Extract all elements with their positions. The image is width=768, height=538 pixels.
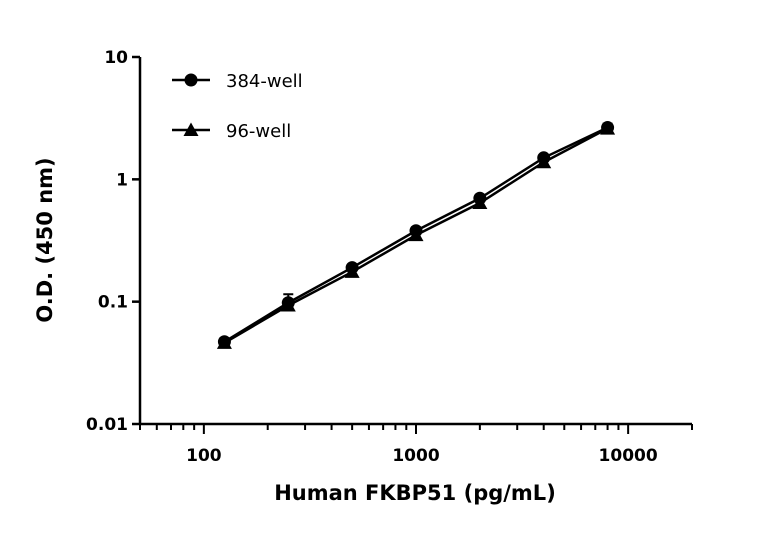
legend-item: 384-well [172,71,303,92]
circle-marker [409,224,423,238]
triangle-marker [183,122,199,136]
circle-marker [537,151,551,165]
legend-label: 384-well [226,71,303,92]
legend-item: 96-well [172,121,291,142]
x-tick-label: 1000 [392,446,439,466]
series-layer [216,121,616,349]
circle-marker [281,296,295,310]
y-tick-label: 1 [116,170,128,190]
y-tick-label: 0.1 [98,293,128,313]
axes: 0.01 0.1 1 10 100 1000 10000 [86,48,693,466]
series-384-well [217,121,615,349]
x-tick-label: 10000 [599,446,658,466]
circle-marker [217,335,231,349]
circle-marker [601,121,615,135]
x-axis-label: Human FKBP51 (pg/mL) [274,481,556,505]
circle-marker [184,73,198,87]
circle-marker [345,261,359,275]
legend: 384-well 96-well [172,71,303,142]
x-tick-label: 100 [186,446,222,466]
circle-marker [473,191,487,205]
y-tick-label: 10 [104,48,128,68]
legend-label: 96-well [226,121,291,142]
y-tick-label: 0.01 [86,415,128,435]
y-axis-label: O.D. (450 nm) [33,157,57,322]
